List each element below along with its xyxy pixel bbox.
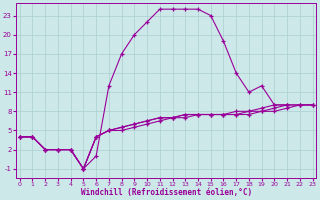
X-axis label: Windchill (Refroidissement éolien,°C): Windchill (Refroidissement éolien,°C)	[81, 188, 252, 197]
